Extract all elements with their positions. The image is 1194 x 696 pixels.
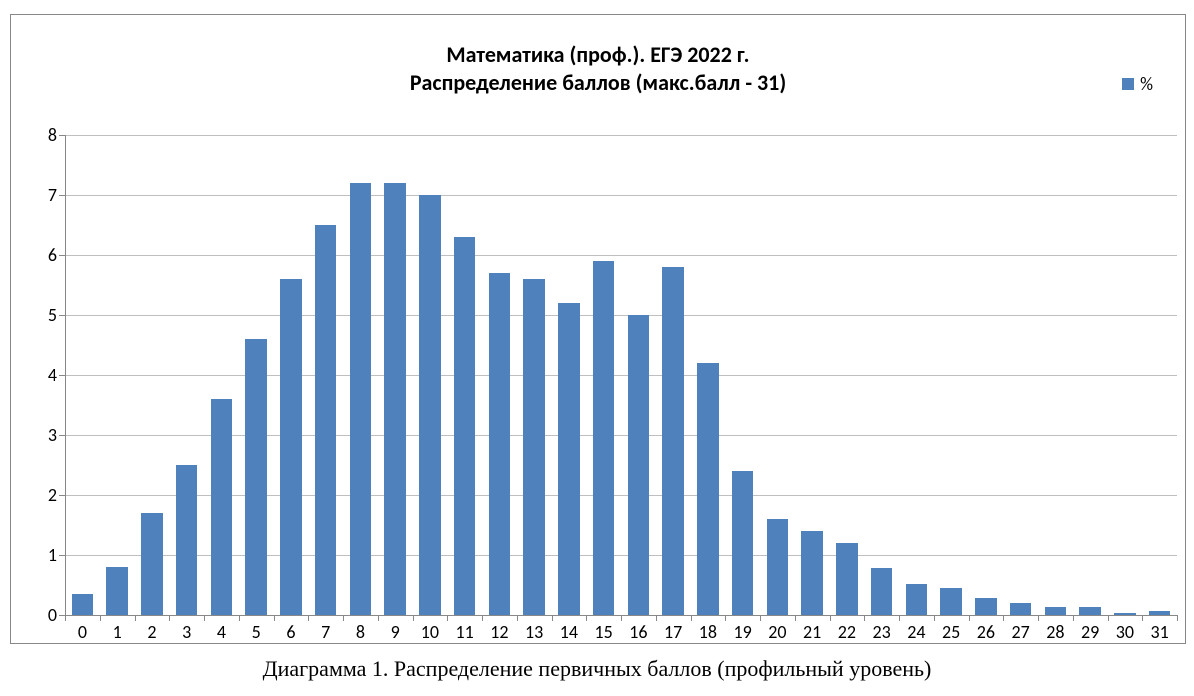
x-tick-label: 13 bbox=[525, 615, 543, 643]
bar bbox=[245, 339, 267, 615]
x-tick-label: 7 bbox=[321, 615, 330, 643]
x-tick-label: 0 bbox=[78, 615, 87, 643]
x-tick-label: 10 bbox=[421, 615, 439, 643]
bar bbox=[1079, 607, 1101, 615]
x-tick-label: 29 bbox=[1081, 615, 1099, 643]
x-tick-label: 26 bbox=[977, 615, 995, 643]
x-tick-label: 11 bbox=[456, 615, 474, 643]
x-tick-label: 31 bbox=[1151, 615, 1169, 643]
y-axis-line bbox=[65, 135, 66, 615]
bar bbox=[697, 363, 719, 615]
legend: % bbox=[1122, 73, 1153, 95]
bar bbox=[662, 267, 684, 615]
x-tick-label: 24 bbox=[907, 615, 925, 643]
bar bbox=[384, 183, 406, 615]
bar bbox=[419, 195, 441, 615]
figure-caption: Диаграмма 1. Распределение первичных бал… bbox=[0, 656, 1194, 682]
x-tick-label: 18 bbox=[699, 615, 717, 643]
x-tick-label: 23 bbox=[873, 615, 891, 643]
x-tick-label: 19 bbox=[734, 615, 752, 643]
bar bbox=[454, 237, 476, 615]
bar bbox=[211, 399, 233, 615]
legend-swatch bbox=[1122, 78, 1134, 90]
x-tick-label: 9 bbox=[391, 615, 400, 643]
bar bbox=[141, 513, 163, 615]
x-tick-label: 3 bbox=[182, 615, 191, 643]
chart-title-line2: Распределение баллов (макс.балл - 31) bbox=[410, 69, 786, 96]
bar bbox=[1010, 603, 1032, 615]
bar bbox=[489, 273, 511, 615]
bar bbox=[836, 543, 858, 615]
x-tick-label: 12 bbox=[490, 615, 508, 643]
bar bbox=[350, 183, 372, 615]
bar bbox=[975, 598, 997, 615]
x-tick-label: 20 bbox=[768, 615, 786, 643]
bars-group bbox=[65, 135, 1177, 615]
bar bbox=[176, 465, 198, 615]
bar bbox=[280, 279, 302, 615]
x-tick-label: 28 bbox=[1046, 615, 1064, 643]
x-tick-mark bbox=[1177, 615, 1178, 621]
caption-text: Диаграмма 1. Распределение первичных бал… bbox=[263, 656, 932, 681]
chart-title: Математика (проф.). ЕГЭ 2022 г. Распреде… bbox=[11, 41, 1185, 96]
bar bbox=[1045, 607, 1067, 615]
bar bbox=[315, 225, 337, 615]
bar bbox=[72, 594, 94, 615]
x-tick-label: 2 bbox=[147, 615, 156, 643]
bar bbox=[558, 303, 580, 615]
bar bbox=[628, 315, 650, 615]
x-tick-label: 14 bbox=[560, 615, 578, 643]
bar bbox=[106, 567, 128, 615]
x-tick-label: 16 bbox=[629, 615, 647, 643]
x-tick-label: 4 bbox=[217, 615, 226, 643]
x-tick-label: 27 bbox=[1012, 615, 1030, 643]
x-tick-label: 6 bbox=[286, 615, 295, 643]
x-tick-label: 1 bbox=[113, 615, 122, 643]
bar bbox=[593, 261, 615, 615]
bar bbox=[523, 279, 545, 615]
x-tick-label: 8 bbox=[356, 615, 365, 643]
chart-container: Математика (проф.). ЕГЭ 2022 г. Распреде… bbox=[10, 14, 1186, 644]
x-tick-label: 22 bbox=[838, 615, 856, 643]
x-tick-label: 30 bbox=[1116, 615, 1134, 643]
x-tick-label: 17 bbox=[664, 615, 682, 643]
x-tick-label: 5 bbox=[252, 615, 261, 643]
x-tick-label: 25 bbox=[942, 615, 960, 643]
plot-area: 012345678 012345678910111213141516171819… bbox=[65, 135, 1177, 615]
bar bbox=[871, 568, 893, 615]
bar bbox=[801, 531, 823, 615]
chart-title-line1: Математика (проф.). ЕГЭ 2022 г. bbox=[446, 41, 749, 68]
bar bbox=[906, 584, 928, 615]
legend-label: % bbox=[1140, 73, 1153, 95]
x-tick-label: 21 bbox=[803, 615, 821, 643]
bar bbox=[732, 471, 754, 615]
bar bbox=[767, 519, 789, 615]
bar bbox=[940, 588, 962, 615]
page-root: Математика (проф.). ЕГЭ 2022 г. Распреде… bbox=[0, 0, 1194, 696]
x-tick-label: 15 bbox=[595, 615, 613, 643]
x-axis-line bbox=[65, 615, 1177, 616]
